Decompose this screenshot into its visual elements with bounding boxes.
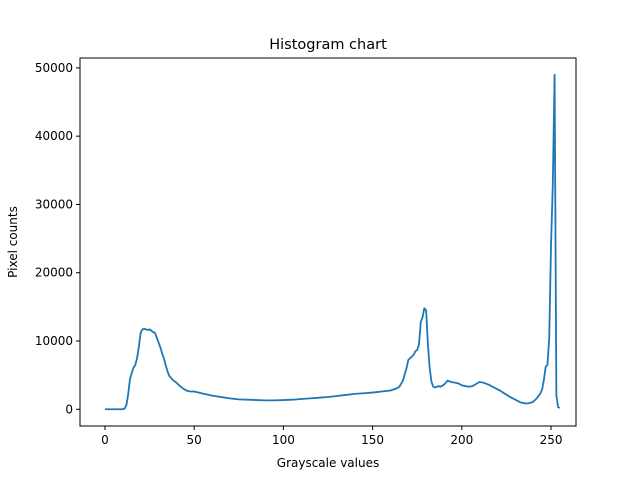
- series-line: [104, 73, 561, 411]
- x-axis-label: Grayscale values: [277, 456, 379, 470]
- y-axis: 0 10000 20000 30000 40000 50000: [35, 61, 80, 416]
- x-tick-label: 200: [450, 433, 473, 447]
- chart-title: Histogram chart: [269, 37, 387, 53]
- y-tick-label: 20000: [35, 266, 73, 280]
- y-tick-label: 10000: [35, 334, 73, 348]
- x-tick-label: 250: [540, 433, 563, 447]
- plot-area: [104, 73, 561, 411]
- x-tick-label: 50: [187, 433, 202, 447]
- y-tick-label: 0: [65, 402, 73, 416]
- y-tick-label: 40000: [35, 129, 73, 143]
- y-axis-label: Pixel counts: [6, 206, 20, 278]
- axes-frame: [79, 57, 577, 427]
- x-tick-label: 150: [361, 433, 384, 447]
- y-tick-label: 30000: [35, 197, 73, 211]
- y-tick-label: 50000: [35, 61, 73, 75]
- x-tick-label: 100: [272, 433, 295, 447]
- x-axis: 0 50 100 150 200 250: [101, 426, 562, 447]
- x-tick-label: 0: [101, 433, 109, 447]
